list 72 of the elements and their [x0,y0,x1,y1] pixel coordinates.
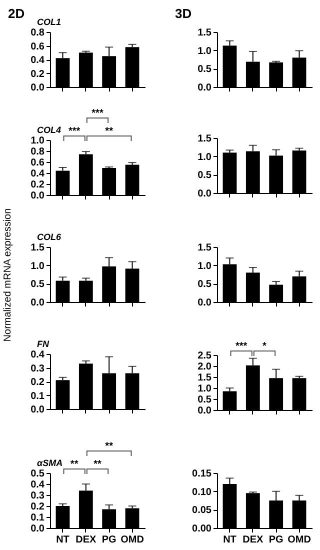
chart-title: 3D [175,6,192,21]
y-tick-label: 1.0 [198,46,212,57]
chart-subtitle: COL4 [37,125,62,135]
y-tick-label: 1.5 [198,28,212,38]
y-axis-title: Normalized mRNA expression [2,208,14,342]
y-tick-label: 0.00 [192,524,212,534]
x-tick-label: PG [102,534,117,546]
y-tick-label: 0.0 [198,298,212,308]
y-tick-label: 0.0 [198,188,212,200]
chart-title: 2D [8,6,25,21]
y-tick-label: 1.5 [198,372,212,384]
y-tick-label: 0.6 [30,41,45,52]
y-tick-label: 0.1 [30,390,45,402]
y-tick-label: 0.15 [192,468,212,480]
y-tick-label: 0.2 [30,180,45,190]
chart-subtitle: αSMA [37,458,63,468]
y-tick-label: 0.4 [30,55,45,66]
y-tick-label: 0.5 [198,64,212,76]
y-tick-label: 0.05 [192,505,212,516]
y-tick-label: 0.3 [30,363,45,374]
y-tick-label: 2.5 [198,350,212,362]
y-tick-label: 0.4 [30,480,45,490]
y-tick-label: 1.5 [198,134,212,144]
text: ** [105,441,114,452]
y-tick-label: 0.5 [198,170,212,182]
text: ** [105,126,114,137]
x-tick-label: OMD [120,534,144,546]
y-tick-label: 0.10 [192,486,212,498]
y-tick-label: 0.0 [30,82,45,94]
y-tick-label: 0.2 [30,502,45,512]
x-tick-label: NT [56,534,70,546]
text: ** [70,459,78,470]
text: *** [68,126,80,137]
y-tick-label: 1.0 [30,260,45,272]
y-tick-label: 0.0 [30,524,45,534]
x-tick-label: DEX [76,534,97,546]
y-tick-label: 2.0 [198,362,212,372]
x-tick-label: DEX [242,534,264,546]
y-tick-label: 0.5 [30,279,45,290]
y-tick-label: 0.0 [198,82,212,94]
y-tick-label: 0.4 [30,350,45,360]
y-tick-label: 0.5 [198,279,212,290]
y-tick-label: 0.2 [30,68,45,80]
y-tick-label: 1.0 [198,152,212,163]
y-tick-label: 0.5 [198,394,212,406]
y-tick-label: 0.1 [30,512,45,524]
chart-subtitle: COL6 [37,232,62,242]
x-tick-label: PG [268,534,284,546]
y-tick-label: 0.8 [30,28,45,38]
y-tick-label: 0.6 [30,158,45,168]
y-tick-label: 1.0 [198,384,212,394]
text: *** [92,108,104,119]
y-tick-label: 0.8 [30,146,45,158]
x-tick-label: NT [223,534,236,546]
y-tick-label: 0.0 [30,404,45,416]
y-tick-label: 1.5 [30,242,45,254]
y-tick-label: 0.0 [30,298,45,308]
text: * [262,341,267,352]
text: *** [235,341,248,352]
y-tick-label: 0.2 [30,377,45,388]
y-tick-label: 0.0 [198,406,212,416]
y-tick-label: 0.0 [30,190,45,202]
chart-subtitle: COL1 [37,17,62,27]
y-tick-label: 0.5 [30,468,45,480]
text: ** [94,459,102,470]
y-tick-label: 0.3 [30,490,45,502]
chart-subtitle: FN [37,339,49,349]
y-tick-label: 1.5 [198,242,212,254]
y-tick-label: 1.0 [30,136,45,146]
y-tick-label: 1.0 [198,260,212,272]
y-tick-label: 0.4 [30,168,45,180]
x-tick-label: OMD [288,534,311,546]
